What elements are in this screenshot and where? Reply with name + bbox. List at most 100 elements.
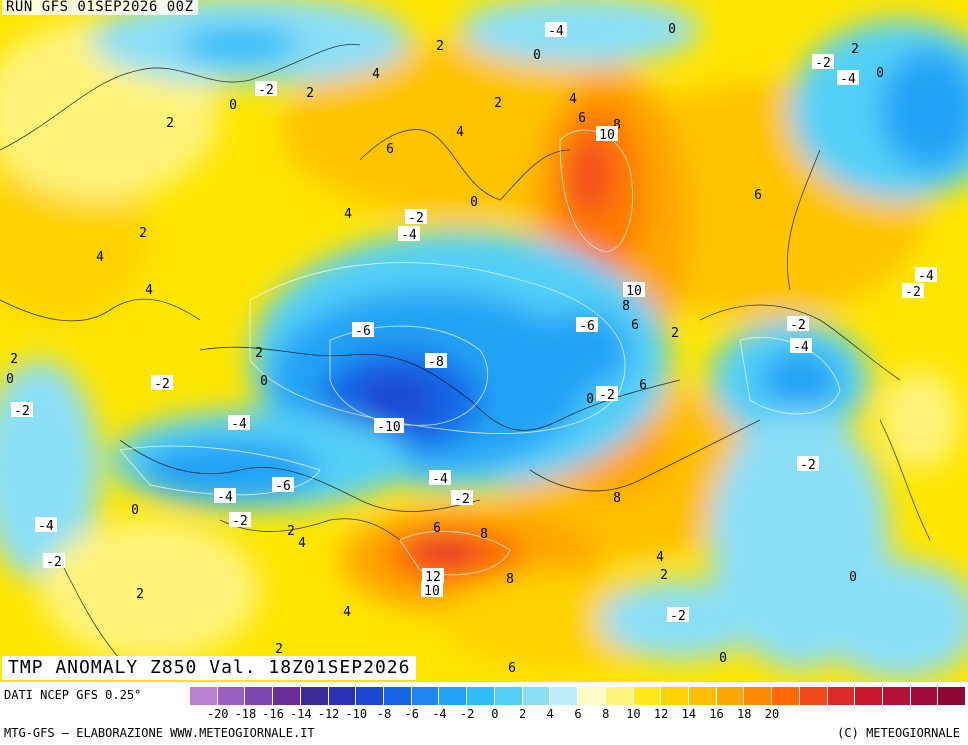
svg-text:4: 4 [96, 250, 104, 265]
contour-label: -2 [902, 283, 924, 300]
svg-text:10: 10 [599, 128, 615, 143]
svg-text:0: 0 [876, 66, 884, 81]
scale-swatch [328, 687, 357, 705]
svg-text:2: 2 [287, 524, 295, 539]
svg-text:0: 0 [849, 570, 857, 585]
run-label: RUN GFS 01SEP2026 00Z [2, 0, 198, 15]
contour-label: 0 [131, 503, 139, 518]
contour-label: 0 [470, 195, 478, 210]
scale-swatch [744, 687, 773, 705]
svg-text:-2: -2 [454, 492, 470, 507]
contour-label: -2 [451, 490, 473, 507]
svg-text:2: 2 [10, 352, 18, 367]
contour-label: -2 [667, 607, 689, 624]
contour-label: 6 [386, 142, 394, 157]
svg-text:-4: -4 [793, 340, 809, 355]
svg-text:2: 2 [671, 326, 679, 341]
scale-tick-label: 12 [653, 707, 669, 721]
svg-text:-4: -4 [432, 472, 448, 487]
scale-swatch [882, 687, 911, 705]
contour-label: -6 [352, 322, 374, 339]
contour-label: 6 [754, 188, 762, 203]
contour-label: 4 [343, 605, 351, 620]
svg-text:2: 2 [494, 96, 502, 111]
anomaly-map: -4 0 2 0 -2 2 4 2 0 2 -2 -4 0 2 4 6 8 10 4 6 -2 -4 0 4 2 6 4 4 -4 -2 1… [0, 0, 968, 682]
svg-text:12: 12 [425, 570, 441, 585]
contour-label: 2 [660, 568, 668, 583]
svg-text:10: 10 [626, 284, 642, 299]
contour-label: 4 [569, 92, 577, 107]
svg-text:-2: -2 [232, 514, 248, 529]
footer: DATI NCEP GFS 0.25° -20 -18 -16 -14 -12 -10 -8… [0, 682, 968, 745]
scale-tick-label: 16 [709, 707, 724, 721]
scale-swatch [910, 687, 939, 705]
contour-label: 0 [849, 570, 857, 585]
svg-text:-2: -2 [599, 388, 615, 403]
scale-swatch [605, 687, 634, 705]
anomaly-field [0, 0, 968, 680]
svg-text:-2: -2 [408, 211, 424, 226]
scale-tick-label: -10 [345, 707, 368, 721]
contour-label: -6 [272, 477, 294, 494]
svg-text:6: 6 [578, 111, 586, 126]
scale-swatch [245, 687, 274, 705]
contour-label: 4 [298, 536, 306, 551]
scale-tick-label: -18 [234, 707, 257, 721]
svg-text:8: 8 [480, 527, 488, 542]
svg-text:2: 2 [306, 86, 314, 101]
svg-text:-2: -2 [14, 404, 30, 419]
contour-label: 2 [494, 96, 502, 111]
contour-label: 4 [456, 125, 464, 140]
scale-swatch [467, 687, 495, 705]
svg-text:6: 6 [386, 142, 394, 157]
scale-tick-label: -6 [404, 707, 419, 721]
contour-label: 0 [876, 66, 884, 81]
svg-text:8: 8 [506, 572, 514, 587]
contour-label: -4 [790, 338, 812, 355]
svg-text:-6: -6 [579, 319, 595, 334]
scale-swatch [411, 687, 440, 705]
scale-tick-label: 2 [518, 707, 527, 721]
contour-label: -4 [429, 470, 451, 487]
contour-label: 6 [508, 661, 516, 676]
svg-text:2: 2 [136, 587, 144, 602]
scale-swatch [300, 687, 329, 705]
svg-text:2: 2 [139, 226, 147, 241]
contour-label: 8 [506, 572, 514, 587]
contour-label: 0 [6, 372, 14, 387]
credit-line: MTG-GFS – ELABORAZIONE WWW.METEOGIORNALE… [4, 726, 315, 740]
contour-label: -4 [398, 226, 420, 243]
contour-label: 0 [586, 392, 594, 407]
contour-label: 6 [578, 111, 586, 126]
contour-label: -4 [545, 22, 567, 39]
scale-swatch [855, 687, 883, 705]
contour-label: 10 [623, 282, 645, 299]
scale-tick-label: 10 [626, 707, 641, 721]
contour-label: -4 [35, 517, 57, 534]
scale-swatch [633, 687, 662, 705]
scale-tick-label: -12 [317, 707, 340, 721]
contour-label: 2 [166, 116, 174, 131]
svg-text:0: 0 [586, 392, 594, 407]
contour-label: 2 [139, 226, 147, 241]
scale-tick-label: 6 [574, 707, 582, 721]
contour-label: -2 [812, 54, 834, 71]
contour-label: -2 [11, 402, 33, 419]
contour-label: -4 [214, 488, 236, 505]
scale-tick-label: 4 [546, 707, 554, 721]
contour-label: 0 [229, 98, 237, 113]
svg-text:6: 6 [639, 378, 647, 393]
scale-tick-label: 18 [737, 707, 752, 721]
scale-swatch [384, 687, 412, 705]
scale-swatch [938, 687, 967, 705]
contour-label: 2 [255, 346, 263, 361]
scale-swatch [661, 687, 689, 705]
contour-label: -4 [228, 415, 250, 432]
svg-text:-10: -10 [377, 420, 400, 435]
svg-text:8: 8 [613, 118, 621, 133]
scale-ticks: -20 -18 -16 -14 -12 -10 -8 -6 -4 -2 0 2 4 6 8 10 12 14 16 1… [190, 707, 966, 723]
svg-text:8: 8 [622, 299, 630, 314]
svg-text:-2: -2 [46, 555, 62, 570]
scale-tick-label: -4 [432, 707, 447, 721]
contour-label: 6 [639, 378, 647, 393]
